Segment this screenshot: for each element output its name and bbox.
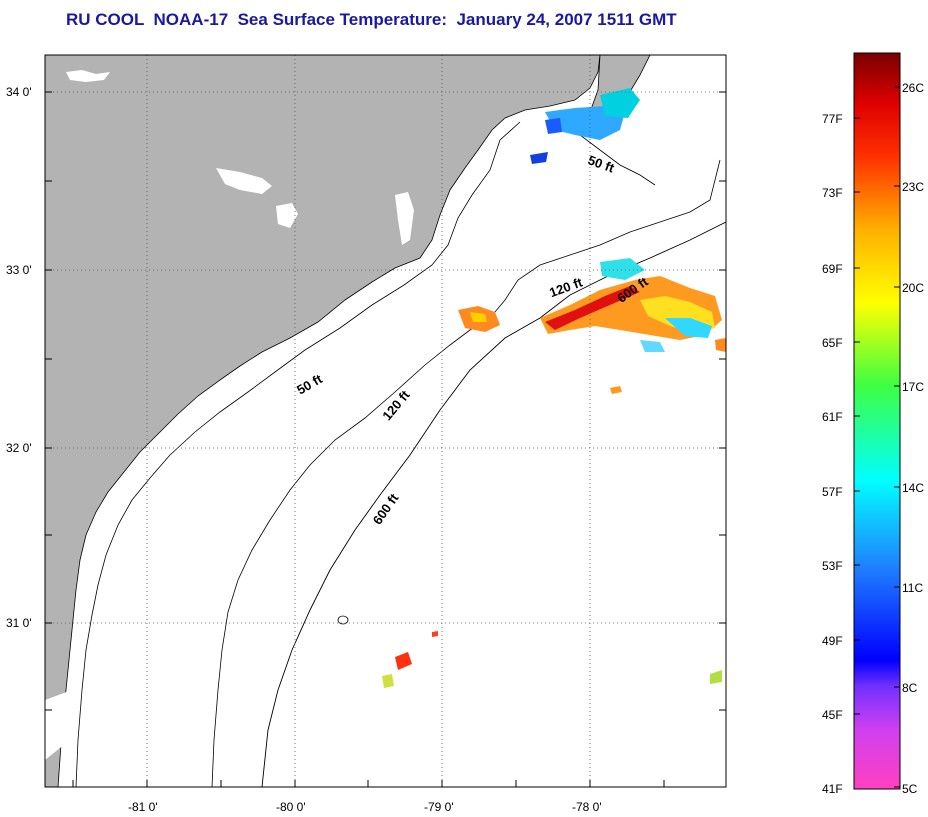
lat-tick-label: 34 0' — [6, 85, 32, 99]
colorbar-label-f: 77F — [822, 112, 843, 126]
colorbar-label-f: 73F — [822, 186, 843, 200]
colorbar: 77F 73F 69F 65F 61F 57F 53F 49F 45F 41F … — [822, 52, 924, 796]
graticule — [45, 55, 726, 787]
lake — [216, 168, 272, 194]
colorbar-label-c: 20C — [902, 281, 924, 295]
colorbar-label-f: 61F — [822, 410, 843, 424]
colorbar-label-c: 5C — [902, 782, 918, 796]
colorbar-label-c: 17C — [902, 380, 924, 394]
axis-ticks — [45, 91, 726, 787]
colorbar-label-f: 49F — [822, 634, 843, 648]
sst-patches — [382, 88, 726, 688]
lon-tick-label: -78 0' — [572, 800, 602, 814]
colorbar-label-c: 8C — [902, 681, 918, 695]
colorbar-label-f: 53F — [822, 559, 843, 573]
lat-tick-label: 33 0' — [6, 263, 32, 277]
map-border — [44, 54, 727, 788]
colorbar-label-f: 65F — [822, 336, 843, 350]
lon-tick-label: -80 0' — [276, 800, 306, 814]
lake — [395, 192, 414, 245]
lake — [276, 203, 298, 228]
colorbar-label-f: 69F — [822, 262, 843, 276]
colorbar-label-c: 23C — [902, 180, 924, 194]
colorbar-label-f: 41F — [822, 782, 843, 796]
colorbar-label-f: 45F — [822, 708, 843, 722]
map-plot-area: 50 ft 50 ft 120 ft 120 ft 600 ft 600 ft — [45, 55, 726, 787]
colorbar-label-c: 26C — [902, 81, 924, 95]
lon-tick-label: -81 0' — [128, 800, 158, 814]
lat-tick-label: 32 0' — [6, 441, 32, 455]
colorbar-label-c: 11C — [902, 581, 923, 595]
seamount-contour — [337, 615, 349, 625]
colorbar-ticks — [854, 86, 900, 790]
lon-tick-label: -79 0' — [424, 800, 454, 814]
colorbar-gradient — [853, 52, 901, 790]
land-mass — [45, 55, 601, 787]
lat-tick-label: 31 0' — [6, 616, 32, 630]
lake — [66, 70, 110, 82]
contour-120ft — [211, 159, 721, 787]
map-title: RU COOL NOAA-17 Sea Surface Temperature:… — [66, 10, 677, 29]
lake — [45, 690, 72, 760]
colorbar-label-f: 57F — [822, 485, 843, 499]
colorbar-label-c: 14C — [902, 481, 924, 495]
